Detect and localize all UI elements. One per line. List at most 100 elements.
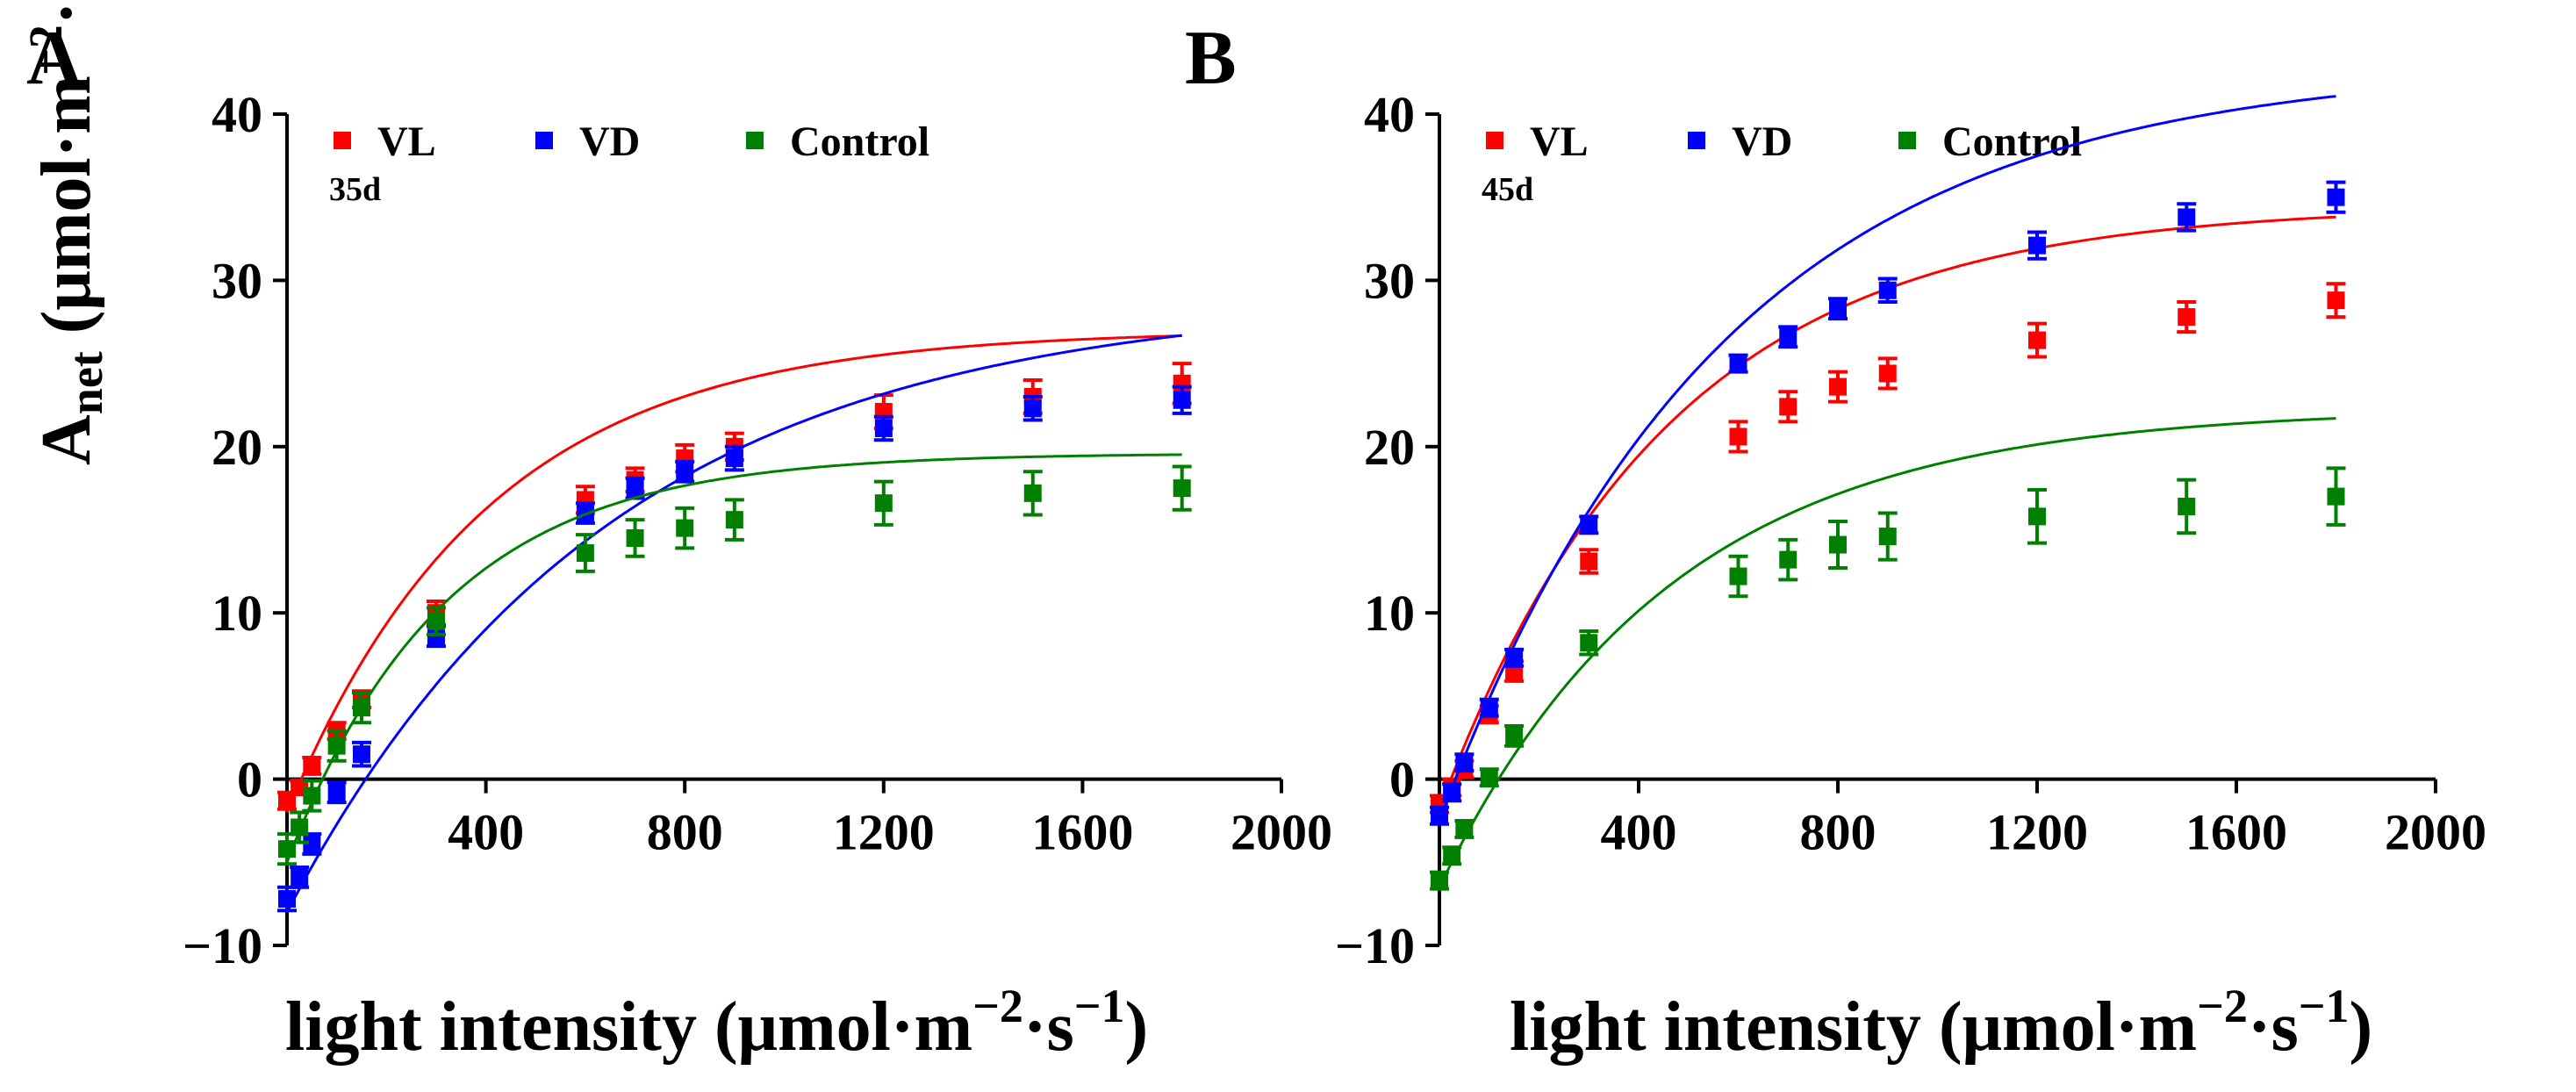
panel-b-point-vl: [1580, 552, 1598, 571]
panel-b-x-tick-label: 1200: [1986, 804, 2088, 861]
panel-b-legend-label-vl: VL: [1530, 119, 1589, 165]
panel-b-point-vd: [1829, 299, 1847, 318]
panel-b-day-annotation: 45d: [1482, 171, 1533, 208]
panel-b-fit-curve-vd: [1438, 95, 2336, 822]
panel-a-point-control: [576, 544, 594, 563]
panel-b-point-vd: [2028, 236, 2046, 255]
panel-b-legend-label-vd: VD: [1732, 119, 1792, 165]
panel-a-point-control: [725, 511, 743, 529]
panel-a-y-tick-label: −10: [183, 917, 262, 974]
panel-b-legend-marker-vl: [1486, 132, 1503, 149]
panel-b-legend-marker-vd: [1688, 132, 1705, 149]
panel-a-point-control: [874, 494, 893, 513]
panel-a-point-control: [303, 787, 321, 805]
panel-a-point-control: [676, 519, 694, 537]
panel-a-x-axis-title-close: ): [1125, 988, 1149, 1066]
panel-a-point-vd: [676, 463, 694, 481]
panel-a-point-control: [327, 736, 346, 755]
panel-a-y-tick-label: 0: [237, 751, 262, 808]
panel-b-point-control: [2178, 497, 2196, 515]
panel-b-point-control: [2327, 487, 2345, 506]
panel-b-y-tick-label: 0: [1389, 751, 1415, 808]
panel-a-point-vd: [1173, 391, 1191, 409]
panel-a-point-vd: [303, 835, 321, 853]
panel-b-point-control: [1455, 820, 1474, 838]
panel-b-point-vd: [1779, 327, 1797, 346]
panel-a-point-control: [278, 840, 296, 859]
panel-a-point-control: [352, 699, 370, 717]
panel-b-point-control: [1431, 872, 1448, 890]
panel-b-point-vd: [1480, 699, 1498, 717]
panel-a-point-vl: [278, 792, 296, 810]
panel-b-point-control: [1729, 567, 1747, 586]
panel-a-point-vl: [303, 757, 321, 775]
panel-a-x-tick-label: 2000: [1231, 804, 1332, 861]
panel-b-point-control: [1443, 846, 1461, 865]
panel-b-x-tick-label: 800: [1800, 804, 1876, 861]
panel-a: A −10 0 10 20 30 40 400 800 1200 1600 2000 VL VD Cont…: [26, 16, 1332, 974]
panel-b-point-vd: [1729, 355, 1747, 373]
panel-b-legend-marker-control: [1898, 132, 1916, 149]
panel-b-point-vd: [1443, 783, 1461, 801]
panel-a-legend-marker-control: [746, 132, 764, 149]
panel-b-fit-curve-control: [1438, 417, 2336, 888]
y-axis-title-main: A: [28, 414, 105, 465]
panel-a-legend-marker-vl: [334, 132, 351, 149]
y-axis-title: Anet (μmol·m−2·s−1): [19, 0, 112, 465]
panel-b-point-vl: [1829, 377, 1847, 396]
panel-a-point-control: [291, 818, 309, 837]
panel-b-point-control: [2028, 507, 2046, 526]
panel-b-y-tick-label: 40: [1364, 86, 1415, 143]
y-axis-title-exp1: −2: [19, 25, 72, 75]
panel-a-x-tick-label: 400: [448, 804, 524, 861]
panel-b-x-tick-label: 400: [1601, 804, 1677, 861]
panel-a-point-vd: [1023, 399, 1042, 418]
panel-b-point-control: [1878, 528, 1897, 546]
panel-a-letter: A: [26, 16, 83, 101]
panel-a-point-control: [427, 612, 445, 630]
panel-a-point-control: [626, 528, 644, 547]
panel-a-point-vd: [327, 783, 346, 801]
panel-b-point-vd: [1505, 649, 1524, 667]
panel-b-point-control: [1505, 727, 1524, 745]
panel-a-x-axis-title-exp2: −1: [1074, 980, 1125, 1032]
panel-b-x-axis-title-close: ): [2350, 988, 2373, 1066]
panel-a-legend-marker-vd: [535, 132, 553, 149]
panel-a-x-tick-label: 1600: [1031, 804, 1133, 861]
panel-b-point-vl: [2028, 331, 2046, 349]
panel-b-point-control: [1779, 550, 1797, 569]
panel-a-point-vd: [725, 449, 743, 468]
panel-a-y-tick-label: 40: [212, 86, 262, 143]
panel-a-x-tick-label: 1200: [833, 804, 935, 861]
panel-b-point-vl: [2178, 308, 2196, 327]
panel-a-point-control: [1173, 479, 1191, 498]
panel-a-x-tick-label: 800: [647, 804, 723, 861]
panel-a-x-axis-title: light intensity (μmol·m−2·s−1): [285, 980, 1148, 1066]
panel-a-point-vd: [626, 479, 644, 498]
panel-b-plot-area: −10 0 10 20 30 40 400 800 1200 1600 2000 VL VD Contro…: [1335, 86, 2486, 974]
panel-b-point-control: [1829, 535, 1847, 554]
panel-b-legend-label-control: Control: [1942, 119, 2082, 165]
panel-b-x-tick-label: 1600: [2185, 804, 2287, 861]
panel-b-point-control: [1480, 768, 1498, 787]
panel-b-point-control: [1580, 634, 1598, 652]
panel-b-point-vd: [2327, 188, 2345, 206]
panel-b-x-axis-title-exp2: −1: [2299, 980, 2350, 1032]
panel-a-legend-label-vd: VD: [579, 119, 640, 165]
panel-a-x-axis-title-main: light intensity (μmol·m: [285, 988, 972, 1066]
panel-b-point-vd: [1580, 515, 1598, 534]
panel-b-point-vl: [1729, 427, 1747, 446]
panel-a-x-axis-title-exp1: −2: [972, 980, 1023, 1032]
y-axis-title-sub: net: [60, 351, 112, 414]
panel-b-letter: B: [1185, 16, 1237, 101]
panel-a-x-axis-title-mid: ·s: [1023, 988, 1074, 1066]
panel-b-x-axis-title: light intensity (μmol·m−2·s−1): [1510, 980, 2372, 1066]
panel-b-point-vd: [1455, 753, 1474, 772]
panel-a-fit-curve-vl: [285, 334, 1182, 814]
panel-b-point-vl: [2327, 291, 2345, 310]
panel-b-point-vd: [2178, 208, 2196, 226]
panel-a-point-vd: [352, 745, 370, 764]
panel-b-y-tick-label: 30: [1364, 252, 1415, 309]
panel-b-y-tick-label: 10: [1364, 585, 1415, 642]
